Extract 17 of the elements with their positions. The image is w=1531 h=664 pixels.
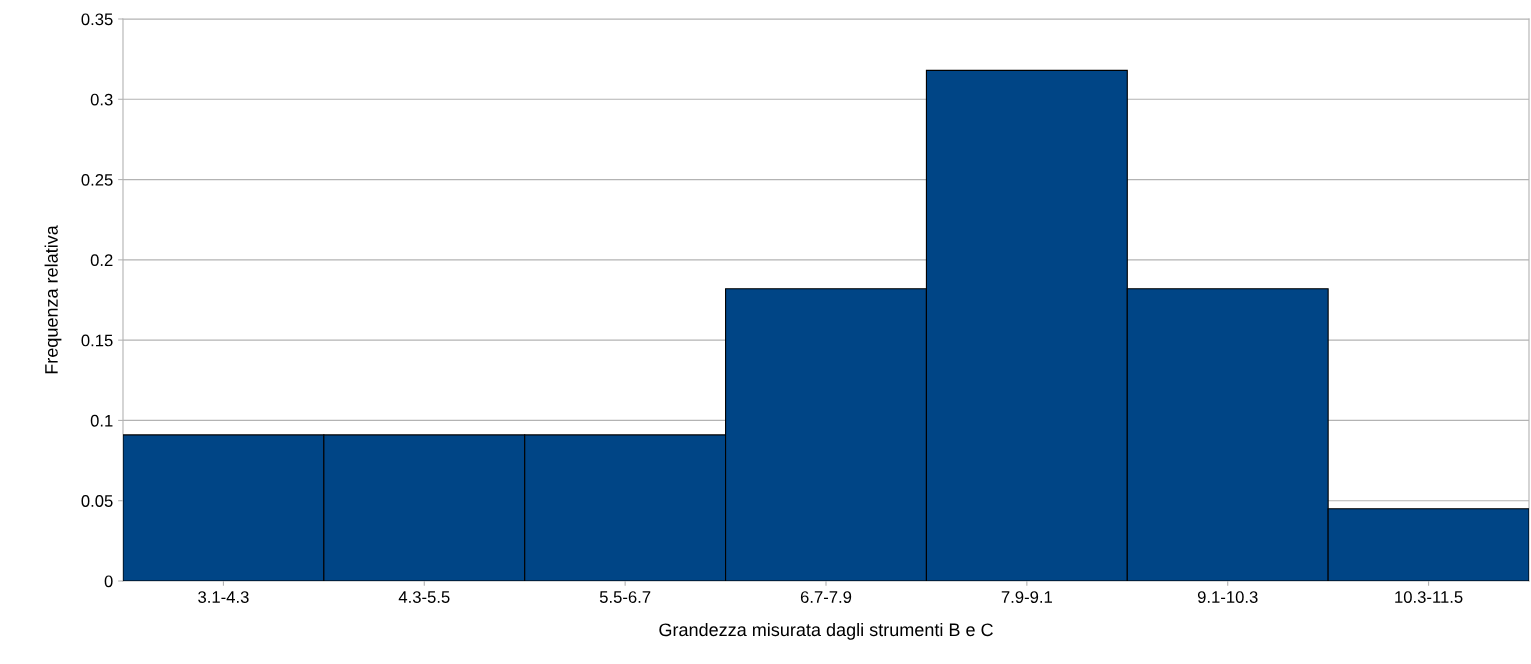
y-tick-label: 0.1 [90, 414, 113, 427]
y-tick-label: 0.25 [81, 173, 113, 186]
y-axis-title: Frequenza relativa [44, 225, 62, 374]
x-tick-label: 4.3-5.5 [398, 591, 450, 603]
x-tick-label: 9.1-10.3 [1197, 591, 1258, 603]
y-tick-label: 0.3 [90, 93, 113, 106]
x-axis-title: Grandezza misurata dagli strumenti B e C [659, 622, 993, 640]
x-tick-label: 3.1-4.3 [198, 591, 249, 603]
x-tick-label: 7.9-9.1 [1001, 591, 1052, 603]
y-tick-label: 0.35 [81, 13, 113, 26]
x-tick-label: 6.7-7.9 [800, 591, 852, 603]
y-tick-label: 0 [104, 575, 113, 588]
x-tick-label: 5.5-6.7 [599, 591, 651, 603]
y-tick-label: 0.15 [81, 334, 113, 347]
y-tick-label: 0.2 [90, 254, 113, 267]
x-tick-label: 10.3-11.5 [1395, 591, 1463, 603]
y-tick-label: 0.05 [81, 495, 113, 507]
